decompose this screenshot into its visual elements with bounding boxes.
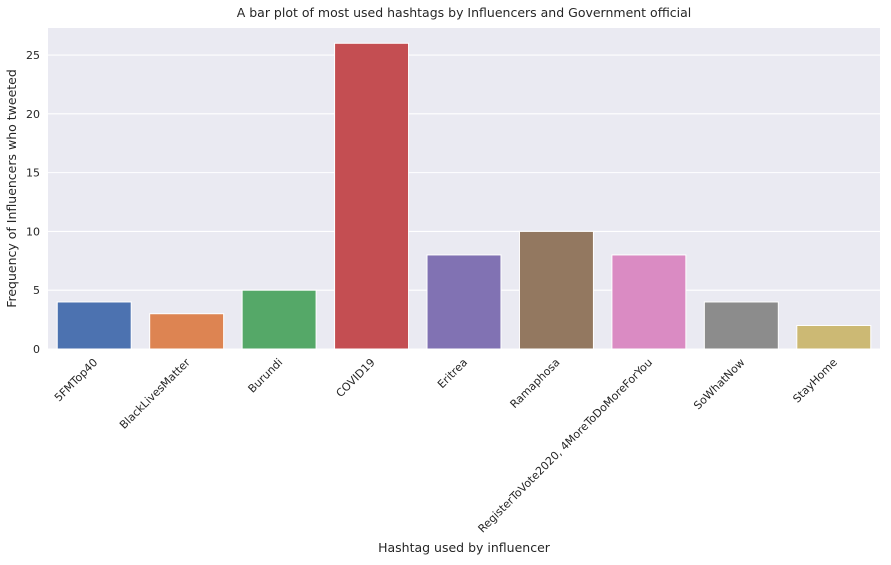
bar-eritrea: [426, 254, 502, 350]
bar-5fmtop40: [56, 301, 132, 350]
x-tick-label: SoWhatNow: [691, 356, 747, 412]
x-tick-label: COVID19: [334, 356, 378, 400]
y-axis-label: Frequency of Influencers who tweeted: [4, 69, 19, 308]
y-tick-label: 20: [26, 108, 40, 121]
y-tick-label: 0: [33, 343, 40, 356]
y-tick-label: 10: [26, 225, 40, 238]
x-tick-label: BlackLivesMatter: [117, 356, 193, 432]
x-tick-labels: 5FMTop40 BlackLivesMatter Burundi COVID19 Er…: [52, 356, 840, 536]
bar-stayhome: [796, 324, 872, 350]
bar-registertovote2020-4moretodomoreforyou: [611, 254, 687, 350]
bar-blacklivesmatter: [149, 313, 225, 350]
bars: [56, 42, 872, 350]
y-tick-label: 5: [33, 284, 40, 297]
x-tick-label: Burundi: [246, 356, 286, 396]
bar-covid19: [334, 42, 410, 350]
chart-title: A bar plot of most used hashtags by Infl…: [237, 5, 692, 20]
y-tick-label: 25: [26, 49, 40, 62]
y-tick-labels: 0 5 10 15 20 25: [26, 49, 40, 356]
x-axis-label: Hashtag used by influencer: [378, 540, 551, 555]
bar-sowhatnow: [703, 301, 779, 350]
bar-ramaphosa: [518, 230, 594, 350]
x-tick-label: StayHome: [790, 356, 840, 406]
x-tick-label: RegisterToVote2020, 4MoreToDoMoreForYou: [476, 356, 655, 535]
x-tick-label: 5FMTop40: [52, 356, 100, 404]
x-tick-label: Eritrea: [435, 356, 470, 391]
y-tick-label: 15: [26, 167, 40, 180]
bar-burundi: [241, 289, 317, 350]
x-tick-label: Ramaphosa: [508, 356, 563, 411]
